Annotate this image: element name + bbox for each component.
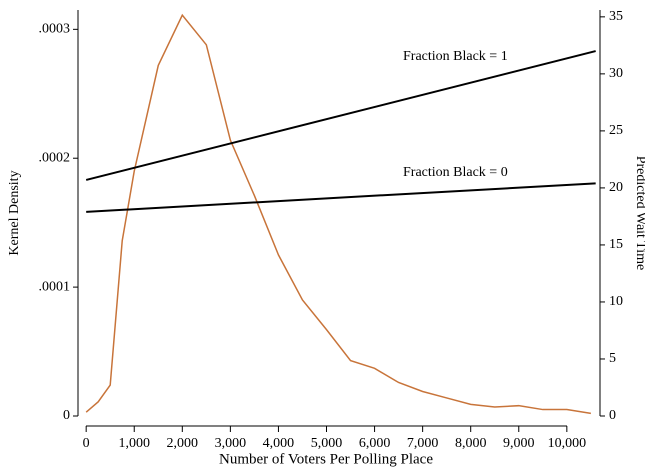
y2-axis-title: Predicted Wait Time	[633, 156, 645, 271]
series-line	[85, 13, 591, 415]
x-tick-label: 8,000	[455, 436, 487, 451]
y2-tick-label: 35	[609, 9, 623, 24]
y2-tick-label: 25	[609, 123, 623, 138]
x-tick-label: 10,000	[548, 436, 587, 451]
x-tick-label: 2,000	[167, 436, 199, 451]
x-tick-label: 4,000	[263, 436, 295, 451]
y2-tick-label: 0	[609, 408, 616, 423]
annotation: Fraction Black = 0	[403, 165, 508, 180]
x-tick-label: 3,000	[215, 436, 247, 451]
x-tick-label: 9,000	[503, 436, 535, 451]
y-tick-label: 0	[63, 408, 70, 423]
y2-tick-label: 30	[609, 66, 623, 81]
y2-tick-label: 15	[609, 237, 623, 252]
x-tick-label: 6,000	[359, 436, 391, 451]
x-axis-title: Number of Voters Per Polling Place	[219, 451, 433, 467]
y-tick-label: .0002	[39, 150, 71, 165]
y-axis-title: Kernel Density	[7, 170, 22, 255]
x-tick-label: 5,000	[311, 436, 343, 451]
x-tick-label: 0	[83, 436, 90, 451]
y2-tick-label: 10	[609, 294, 623, 309]
series-line	[85, 50, 596, 181]
y-tick-label: .0003	[39, 22, 71, 37]
x-tick-label: 7,000	[407, 436, 439, 451]
y2-tick-label: 20	[609, 180, 623, 195]
y-tick-label: .0001	[39, 279, 71, 294]
y2-tick-label: 5	[609, 351, 616, 366]
series-line	[86, 182, 596, 213]
annotation: Fraction Black = 1	[403, 49, 508, 64]
x-tick-label: 1,000	[118, 436, 150, 451]
